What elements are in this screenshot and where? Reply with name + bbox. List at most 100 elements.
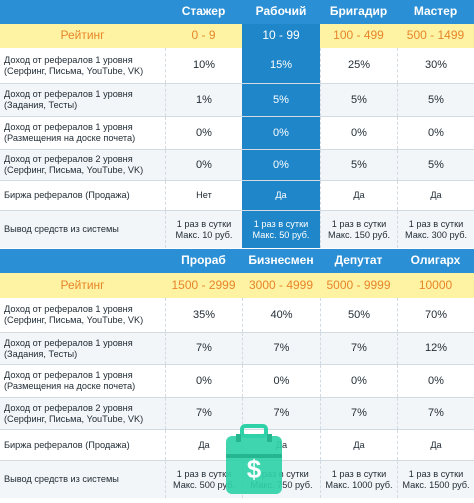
- row-label: Биржа рефералов (Продажа): [4, 439, 130, 450]
- row-value-highlight: 15%: [242, 48, 320, 83]
- row-value: 1 раз в сутки Макс. 150 руб.: [320, 211, 397, 248]
- row-divider: [0, 180, 474, 181]
- table-row: Доход от рефералов 1 уровня (Размещения …: [0, 365, 474, 397]
- row-value-highlight: 0%: [242, 117, 320, 149]
- rating-value: 5000 - 9999: [326, 277, 391, 292]
- table-header-row: Прораб Бизнесмен Депутат Олигарх: [0, 249, 474, 273]
- row-value: 30%: [397, 48, 474, 83]
- row-value: 1 раз в сутки Макс. 1500 руб.: [397, 461, 474, 498]
- row-value: 7%: [320, 398, 397, 429]
- header-empty: [0, 0, 165, 24]
- header-master: Мастер: [413, 4, 458, 19]
- row-value: 5%: [397, 150, 474, 180]
- row-divider: [0, 149, 474, 150]
- rating-value: 500 - 1499: [406, 28, 465, 43]
- row-value: Нет: [165, 181, 242, 210]
- rating-row: Рейтинг 0 - 9 10 - 99 100 - 499 500 - 14…: [0, 24, 474, 48]
- row-value: 0%: [397, 365, 474, 397]
- row-value: 1%: [165, 84, 242, 116]
- row-divider: [0, 210, 474, 211]
- row-value: Да: [397, 181, 474, 210]
- header-rabochiy: Рабочий: [255, 4, 307, 19]
- table-row: Доход от рефералов 2 уровня (Серфинг, Пи…: [0, 150, 474, 180]
- row-divider: [0, 116, 474, 117]
- row-value-highlight: 5%: [242, 84, 320, 116]
- row-value: 10%: [165, 48, 242, 83]
- row-label: Вывод средств из системы: [4, 474, 119, 485]
- header-empty: [0, 249, 165, 273]
- row-label: Биржа рефералов (Продажа): [4, 190, 130, 201]
- row-label: Доход от рефералов 1 уровня (Задания, Те…: [4, 337, 133, 359]
- row-value: 7%: [242, 398, 320, 429]
- table-row: Вывод средств из системы 1 раз в сутки М…: [0, 211, 474, 248]
- row-divider: [0, 332, 474, 333]
- table-row: Биржа рефералов (Продажа) Нет Да Да Да: [0, 181, 474, 210]
- row-value: 1 раз в сутки Макс. 10 руб.: [165, 211, 242, 248]
- svg-text:$: $: [247, 454, 262, 484]
- row-value: 1 раз в сутки Макс. 500 руб.: [165, 461, 242, 498]
- row-value: 7%: [242, 333, 320, 364]
- row-label: Вывод средств из системы: [4, 224, 119, 235]
- row-value: 0%: [165, 365, 242, 397]
- row-label: Доход от рефералов 2 уровня (Серфинг, Пи…: [4, 402, 144, 424]
- header-biznesmen: Бизнесмен: [248, 253, 314, 268]
- row-value: 7%: [165, 333, 242, 364]
- rating-value: 10000: [418, 277, 453, 292]
- table-row: Доход от рефералов 1 уровня (Серфинг, Пи…: [0, 48, 474, 83]
- row-value: 7%: [165, 398, 242, 429]
- row-label: Доход от рефералов 1 уровня (Серфинг, Пи…: [4, 304, 144, 325]
- row-label: Доход от рефералов 1 уровня (Размещения …: [4, 122, 136, 143]
- table-row: Доход от рефералов 2 уровня (Серфинг, Пи…: [0, 398, 474, 429]
- row-value: 12%: [397, 333, 474, 364]
- table-row: Доход от рефералов 1 уровня (Размещения …: [0, 117, 474, 149]
- rating-value: 1500 - 2999: [171, 277, 236, 292]
- table-header-row: Стажер Рабочий Бригадир Мастер: [0, 0, 474, 24]
- header-prorab: Прораб: [181, 253, 226, 268]
- row-label: Доход от рефералов 2 уровня (Серфинг, Пи…: [4, 154, 144, 175]
- table-row: Доход от рефералов 1 уровня (Задания, Те…: [0, 84, 474, 116]
- row-value: 0%: [320, 117, 397, 149]
- row-divider: [0, 397, 474, 398]
- row-value: Да: [320, 181, 397, 210]
- row-value: 25%: [320, 48, 397, 83]
- row-value: 5%: [320, 84, 397, 116]
- row-value: 0%: [165, 150, 242, 180]
- rating-row: Рейтинг 1500 - 2999 3000 - 4999 5000 - 9…: [0, 273, 474, 298]
- row-value: 70%: [397, 298, 474, 332]
- row-value: Да: [320, 430, 397, 460]
- table-row: Доход от рефералов 1 уровня (Серфинг, Пи…: [0, 298, 474, 332]
- table-row: Доход от рефералов 1 уровня (Задания, Те…: [0, 333, 474, 364]
- rating-label: Рейтинг: [60, 28, 105, 43]
- row-divider: [0, 364, 474, 365]
- rating-value: 0 - 9: [191, 28, 216, 43]
- rating-value-highlight: 10 - 99: [242, 24, 320, 48]
- row-label: Доход от рефералов 1 уровня (Размещения …: [4, 370, 136, 391]
- row-divider: [0, 83, 474, 84]
- row-label: Доход от рефералов 1 уровня (Серфинг, Пи…: [4, 54, 144, 76]
- row-value-highlight: 1 раз в сутки Макс. 50 руб.: [242, 211, 320, 248]
- header-stazher: Стажер: [181, 4, 226, 19]
- row-value: Да: [165, 430, 242, 460]
- row-value: 0%: [320, 365, 397, 397]
- row-value: 0%: [397, 117, 474, 149]
- row-value: 40%: [242, 298, 320, 332]
- rating-label: Рейтинг: [60, 277, 105, 292]
- row-value: 1 раз в сутки Макс. 300 руб.: [397, 211, 474, 248]
- row-value: 5%: [397, 84, 474, 116]
- row-value: 0%: [242, 365, 320, 397]
- row-value: 7%: [320, 333, 397, 364]
- row-value-highlight: 0%: [242, 150, 320, 180]
- row-value: 1 раз в сутки Макс. 1000 руб.: [320, 461, 397, 498]
- row-value: 7%: [397, 398, 474, 429]
- row-value: 35%: [165, 298, 242, 332]
- row-value: Да: [397, 430, 474, 460]
- header-deputat: Депутат: [334, 253, 383, 268]
- row-value: 5%: [320, 150, 397, 180]
- row-value: 50%: [320, 298, 397, 332]
- header-oligarkh: Олигарх: [410, 253, 461, 268]
- row-value: 0%: [165, 117, 242, 149]
- money-case-icon: $: [222, 424, 286, 498]
- row-divider: [0, 429, 474, 430]
- row-value-highlight: Да: [242, 181, 320, 210]
- header-brigadir: Бригадир: [329, 4, 388, 19]
